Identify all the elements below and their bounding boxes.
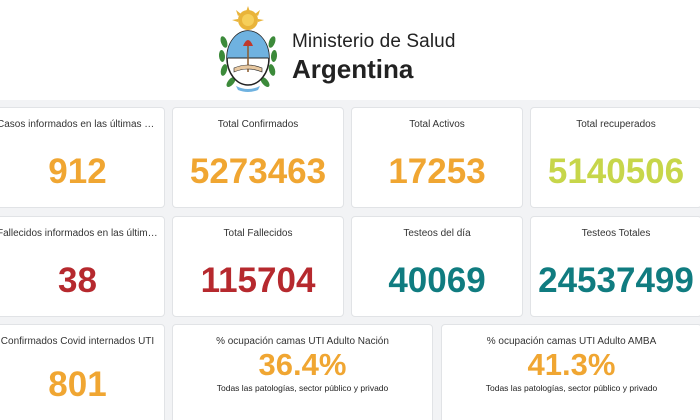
ministry-name: Ministerio de Salud [292, 31, 456, 52]
card-testeos-dia: Testeos del día 40069 [351, 216, 523, 317]
card-value: 17253 [388, 152, 486, 191]
card-label: Total Fallecidos [223, 228, 293, 239]
card-value: 912 [48, 152, 107, 191]
card-label: Total Activos [409, 119, 465, 130]
card-total-recuperados: Total recuperados 5140506 [530, 107, 700, 208]
card-label: Testeos Totales [581, 228, 651, 239]
card-value: 40069 [388, 261, 486, 300]
card-label: Fallecidos informados en las últimas 24 … [0, 228, 164, 239]
card-total-confirmados: Total Confirmados 5273463 [172, 107, 344, 208]
card-ocupacion-nacion: % ocupación camas UTI Adulto Nación 36.4… [172, 324, 433, 420]
card-label: Confirmados Covid internados UTI [0, 336, 155, 347]
card-label: Casos informados en las últimas 24 horas [0, 119, 164, 130]
card-fallecidos-24h: Fallecidos informados en las últimas 24 … [0, 216, 165, 317]
card-label: Total Confirmados [217, 119, 299, 130]
card-label: Total recuperados [576, 119, 656, 130]
card-value: 41.3% [527, 347, 616, 382]
card-casos-24h: Casos informados en las últimas 24 horas… [0, 107, 165, 208]
header: Ministerio de Salud Argentina [0, 0, 700, 100]
card-value: 115704 [200, 261, 316, 300]
argentina-coat-of-arms-icon [218, 6, 278, 92]
card-ocupacion-amba: % ocupación camas UTI Adulto AMBA 41.3% … [441, 324, 700, 420]
card-value: 24537499 [538, 261, 694, 300]
card-value: 36.4% [258, 347, 347, 382]
country-name: Argentina [292, 54, 414, 84]
card-note: Todas las patologías, sector público y p… [485, 383, 658, 393]
card-note: Todas las patologías, sector público y p… [216, 383, 389, 393]
card-label: Testeos del día [403, 228, 471, 239]
card-value: 5140506 [547, 152, 685, 191]
card-internados-uti: Confirmados Covid internados UTI 801 [0, 324, 165, 420]
card-label: % ocupación camas UTI Adulto AMBA [486, 336, 657, 347]
card-value: 801 [48, 365, 107, 404]
card-value: 38 [58, 261, 97, 300]
card-testeos-totales: Testeos Totales 24537499 [530, 216, 700, 317]
card-total-activos: Total Activos 17253 [351, 107, 523, 208]
card-label: % ocupación camas UTI Adulto Nación [216, 336, 389, 347]
card-total-fallecidos: Total Fallecidos 115704 [172, 216, 344, 317]
card-value: 5273463 [189, 152, 327, 191]
